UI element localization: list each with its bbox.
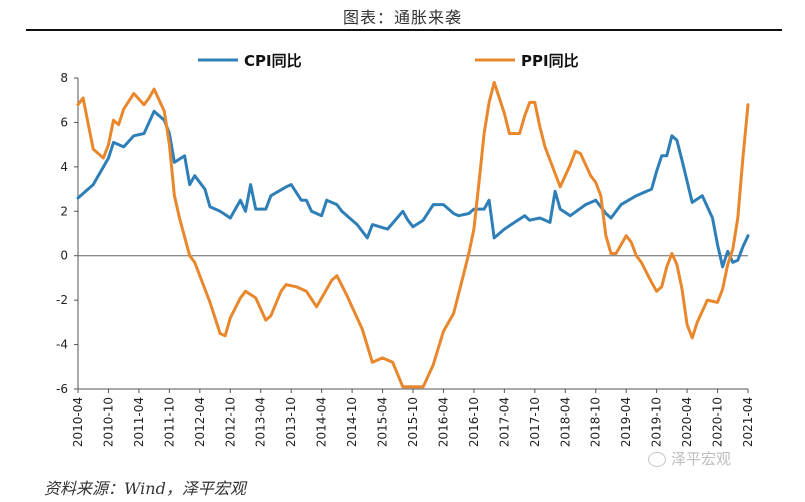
- wechat-icon: [648, 452, 666, 467]
- x-tick-label: 2018-04: [558, 397, 572, 447]
- y-tick-label: 0: [60, 249, 68, 263]
- x-tick-label: 2010-10: [101, 397, 115, 447]
- x-tick-label: 2014-04: [315, 397, 329, 447]
- figure-title: 图表：通胀来袭: [342, 8, 462, 27]
- x-tick-label: 2012-10: [223, 397, 237, 447]
- source-note: 资料来源：Wind，泽平宏观: [44, 479, 246, 498]
- y-tick-label: -4: [56, 338, 68, 352]
- x-tick-label: 2020-04: [680, 397, 694, 447]
- legend: CPI同比 PPI同比: [198, 52, 579, 70]
- x-tick-label: 2015-10: [406, 397, 420, 447]
- x-tick-label: 2019-04: [619, 397, 633, 447]
- x-tick-label: 2014-10: [345, 397, 359, 447]
- x-tick-label: 2017-10: [528, 397, 542, 447]
- x-tick-label: 2010-04: [71, 397, 85, 447]
- x-tick-label: 2012-04: [193, 397, 207, 447]
- x-tick-label: 2018-10: [589, 397, 603, 447]
- x-tick-label: 2019-10: [650, 397, 664, 447]
- y-tick-label: -6: [56, 382, 68, 396]
- x-tick-label: 2011-10: [162, 397, 176, 447]
- legend-label-1: PPI同比: [521, 52, 579, 70]
- x-tick-label: 2021-04: [741, 397, 755, 447]
- legend-label-0: CPI同比: [244, 52, 302, 70]
- watermark: 泽平宏观: [648, 448, 731, 469]
- x-tick-label: 2015-04: [376, 397, 390, 447]
- x-tick-label: 2013-04: [254, 397, 268, 447]
- x-tick-label: 2016-04: [436, 397, 450, 447]
- x-tick-label: 2020-10: [711, 397, 725, 447]
- y-tick-label: 8: [60, 71, 68, 85]
- y-tick-label: -2: [56, 293, 68, 307]
- y-tick-label: 6: [60, 115, 68, 129]
- watermark-text: 泽平宏观: [671, 450, 732, 468]
- series-line-1: [76, 80, 750, 389]
- series-line-0: [76, 109, 750, 269]
- x-tick-label: 2013-10: [284, 397, 298, 447]
- x-tick-label: 2017-04: [497, 397, 511, 447]
- y-tick-label: 4: [60, 160, 68, 174]
- y-tick-label: 2: [60, 204, 68, 218]
- x-tick-label: 2016-10: [467, 397, 481, 447]
- x-tick-label: 2011-04: [132, 397, 146, 447]
